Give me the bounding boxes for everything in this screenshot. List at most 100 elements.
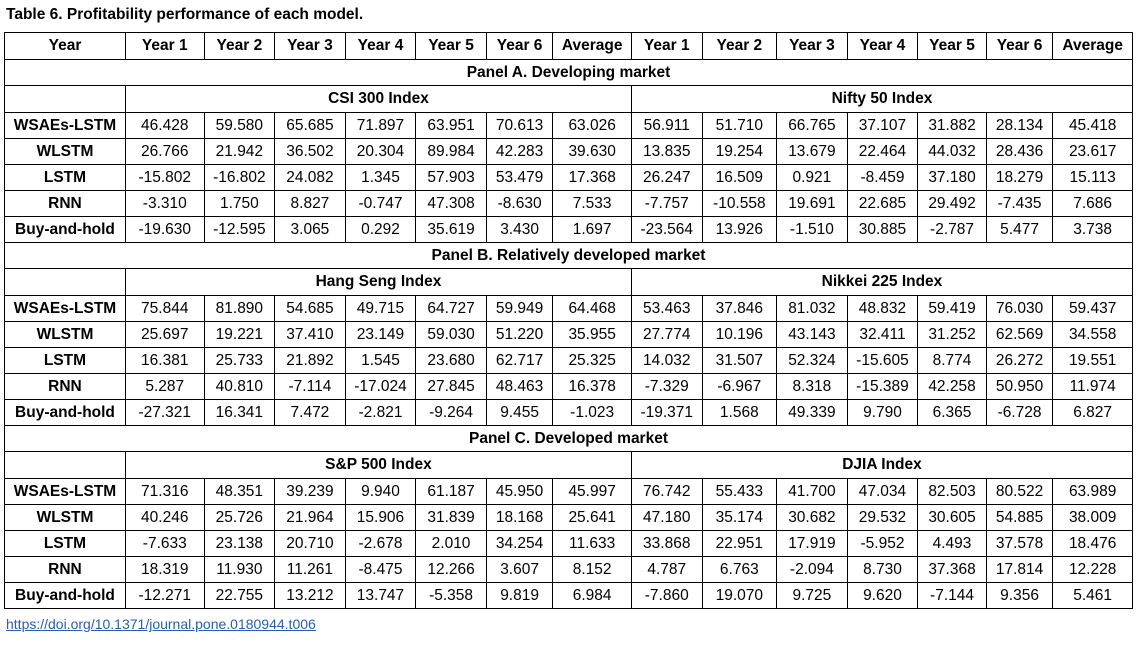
value-cell: 34.254: [485, 530, 554, 557]
value-cell: 31.882: [917, 112, 987, 139]
value-cell: 21.942: [203, 138, 276, 165]
doi-link[interactable]: https://doi.org/10.1371/journal.pone.018…: [6, 616, 316, 632]
value-cell: 37.368: [917, 556, 987, 583]
value-cell: 30.885: [846, 216, 919, 243]
header-col-5: Year 5: [415, 32, 487, 60]
value-cell: 49.339: [776, 399, 848, 426]
value-cell: 0.292: [344, 216, 417, 243]
model-name: WSAEs-LSTM: [4, 478, 126, 505]
value-cell: 35.619: [415, 216, 487, 243]
value-cell: 47.034: [846, 478, 919, 505]
value-cell: -7.144: [917, 582, 987, 609]
value-cell: 40.246: [124, 504, 205, 531]
value-cell: 16.381: [124, 347, 205, 374]
value-cell: 59.949: [485, 295, 554, 322]
value-cell: -8.630: [485, 190, 554, 217]
value-cell: 13.926: [701, 216, 778, 243]
value-cell: -2.094: [776, 556, 848, 583]
header-col-1: Year 1: [124, 32, 205, 60]
value-cell: 51.710: [701, 112, 778, 139]
model-name: LSTM: [4, 530, 126, 557]
value-cell: 41.700: [776, 478, 848, 505]
table-row: WSAEs-LSTM 75.844 81.890 54.685 49.715 64.727…: [4, 295, 1133, 322]
value-cell: -2.678: [344, 530, 417, 557]
value-cell: 36.502: [274, 138, 346, 165]
value-cell: -12.271: [124, 582, 205, 609]
value-cell: 22.951: [701, 530, 778, 557]
value-cell: 11.974: [1052, 373, 1133, 400]
value-cell: 23.138: [203, 530, 276, 557]
header-col-3: Year 3: [274, 32, 346, 60]
value-cell: 71.897: [344, 112, 417, 139]
value-cell: 14.032: [630, 347, 703, 374]
value-cell: 71.316: [124, 478, 205, 505]
value-cell: 13.747: [344, 582, 417, 609]
table-row: LSTM -15.802 -16.802 24.082 1.345 57.903 53.47…: [4, 164, 1133, 191]
panel-title-row: Panel C. Developed market: [4, 425, 1133, 452]
value-cell: 23.680: [415, 347, 487, 374]
panel-title: Panel A. Developing market: [4, 59, 1133, 86]
value-cell: -9.264: [415, 399, 487, 426]
value-cell: 13.835: [630, 138, 703, 165]
value-cell: 28.134: [985, 112, 1054, 139]
value-cell: 7.686: [1052, 190, 1133, 217]
value-cell: 17.919: [776, 530, 848, 557]
value-cell: 45.997: [552, 478, 632, 505]
value-cell: 13.212: [274, 582, 346, 609]
value-cell: 9.620: [846, 582, 919, 609]
model-name: WSAEs-LSTM: [4, 295, 126, 322]
value-cell: -15.802: [124, 164, 205, 191]
value-cell: 62.717: [485, 347, 554, 374]
value-cell: 55.433: [701, 478, 778, 505]
value-cell: 5.461: [1052, 582, 1133, 609]
value-cell: 1.545: [344, 347, 417, 374]
value-cell: -17.024: [344, 373, 417, 400]
value-cell: -6.728: [985, 399, 1054, 426]
value-cell: 19.551: [1052, 347, 1133, 374]
value-cell: 89.984: [415, 138, 487, 165]
value-cell: 23.617: [1052, 138, 1133, 165]
value-cell: 37.578: [985, 530, 1054, 557]
value-cell: 29.492: [917, 190, 987, 217]
header-col-7: Average: [552, 32, 632, 60]
value-cell: 1.568: [701, 399, 778, 426]
value-cell: 3.065: [274, 216, 346, 243]
table-row: RNN 18.319 11.930 11.261 -8.475 12.266 3.607 8.…: [4, 556, 1133, 583]
value-cell: -19.371: [630, 399, 703, 426]
value-cell: 7.472: [274, 399, 346, 426]
value-cell: 29.532: [846, 504, 919, 531]
panel-title: Panel C. Developed market: [4, 425, 1133, 452]
table-row: WSAEs-LSTM 46.428 59.580 65.685 71.897 63.951…: [4, 112, 1133, 139]
header-col-11: Year 4: [846, 32, 919, 60]
value-cell: 9.356: [985, 582, 1054, 609]
value-cell: 25.733: [203, 347, 276, 374]
value-cell: 23.149: [344, 321, 417, 348]
value-cell: 45.418: [1052, 112, 1133, 139]
value-cell: 40.810: [203, 373, 276, 400]
model-name: Buy-and-hold: [4, 216, 126, 243]
blank-cell: [4, 451, 126, 479]
panel-title-row: Panel B. Relatively developed market: [4, 242, 1133, 269]
value-cell: -2.787: [917, 216, 987, 243]
table-row: Buy-and-hold -19.630 -12.595 3.065 0.292 35.6…: [4, 216, 1133, 243]
header-col-4: Year 4: [344, 32, 417, 60]
value-cell: 65.685: [274, 112, 346, 139]
value-cell: 39.630: [552, 138, 632, 165]
value-cell: 22.464: [846, 138, 919, 165]
value-cell: 57.903: [415, 164, 487, 191]
value-cell: 9.940: [344, 478, 417, 505]
value-cell: 32.411: [846, 321, 919, 348]
model-name: LSTM: [4, 164, 126, 191]
model-name: Buy-and-hold: [4, 582, 126, 609]
model-name: WSAEs-LSTM: [4, 112, 126, 139]
value-cell: 47.308: [415, 190, 487, 217]
header-col-14: Average: [1052, 32, 1133, 60]
value-cell: 21.964: [274, 504, 346, 531]
header-col-8: Year 1: [630, 32, 703, 60]
header-col-6: Year 6: [485, 32, 554, 60]
table-row: Buy-and-hold -27.321 16.341 7.472 -2.821 -9.2…: [4, 399, 1133, 426]
value-cell: 8.152: [552, 556, 632, 583]
value-cell: 48.351: [203, 478, 276, 505]
value-cell: 81.890: [203, 295, 276, 322]
value-cell: 31.839: [415, 504, 487, 531]
